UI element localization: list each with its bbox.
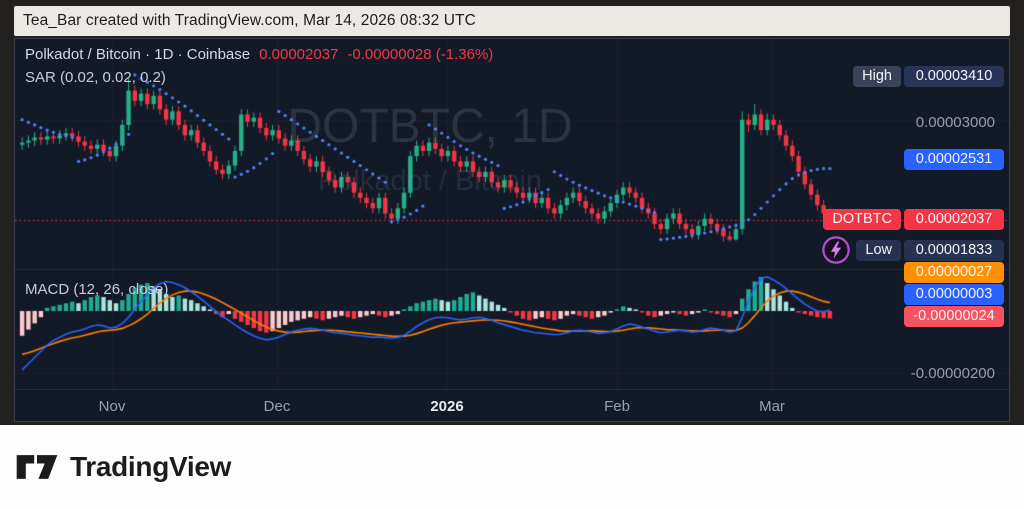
chart-panel: DOTBTC, 1D Polkadot / Bitcoin Polkadot /…: [14, 38, 1010, 422]
macd-hist-row: -0.00000024: [904, 306, 1004, 327]
last-price: 0.00002037: [259, 46, 339, 63]
chart-legend: Polkadot / Bitcoin · 1D · Coinbase 0.000…: [25, 46, 493, 63]
lightning-icon: [822, 236, 851, 264]
attribution-banner: Tea_Bar created with TradingView.com, Ma…: [14, 6, 1010, 36]
last-price-row: DOTBTC 0.00002037: [823, 209, 1004, 230]
low-price-row: Low 0.00001833: [821, 235, 1004, 265]
symbol-description: Polkadot / Bitcoin · 1D · Coinbase: [25, 46, 251, 63]
macd-indicator-label: MACD (12, 26, close): [25, 281, 169, 298]
time-axis-label: Feb: [604, 398, 630, 415]
low-value-badge: 0.00001833: [904, 239, 1004, 261]
time-axis[interactable]: Nov Dec 2026 Feb Mar: [15, 389, 1009, 423]
sar-indicator-label: SAR (0.02, 0.02, 0.2): [25, 69, 166, 86]
high-price-row: High 0.00003410: [853, 66, 1004, 87]
time-axis-label: Dec: [263, 398, 291, 415]
last-price-badge: 0.00002037: [904, 209, 1004, 230]
tradingview-wordmark[interactable]: TradingView: [70, 451, 232, 482]
macd-value-row: 0.00000003: [904, 284, 1004, 305]
macd-signal-value-badge: 0.00000027: [904, 262, 1004, 283]
sar-stop-row: 0.00002531: [904, 149, 1004, 170]
macd-signal-row: 0.00000027: [904, 262, 1004, 283]
high-label-badge: High: [853, 66, 901, 87]
symbol-badge: DOTBTC: [823, 209, 901, 230]
price-change: -0.00000028 (-1.36%): [347, 46, 494, 63]
macd-hist-value-badge: -0.00000024: [904, 306, 1004, 327]
sar-stop-value-badge: 0.00002531: [904, 149, 1004, 170]
price-axis-tick: 0.00003000: [915, 114, 995, 131]
time-axis-label: 2026: [430, 398, 464, 415]
tradingview-logo-icon[interactable]: [16, 454, 58, 480]
time-axis-label: Mar: [759, 398, 785, 415]
low-label-badge: Low: [856, 239, 901, 261]
macd-axis-tick: -0.00000200: [910, 365, 995, 382]
high-value-badge: 0.00003410: [904, 66, 1004, 87]
macd-value-badge: 0.00000003: [904, 284, 1004, 305]
footer: TradingView: [0, 425, 1024, 509]
time-axis-label: Nov: [98, 398, 126, 415]
attribution-text: Tea_Bar created with TradingView.com, Ma…: [23, 12, 476, 29]
